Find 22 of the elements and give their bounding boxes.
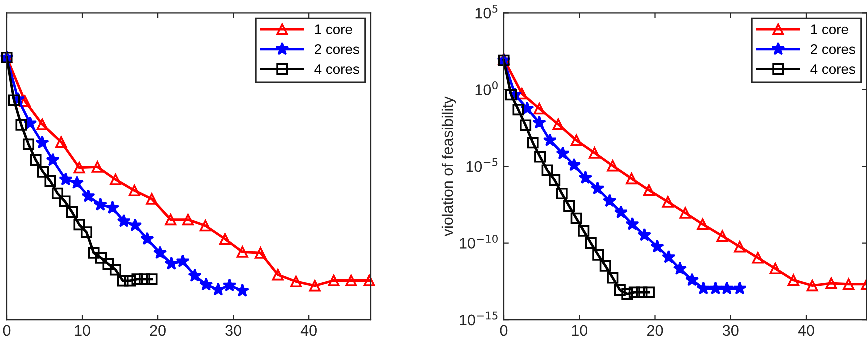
x-tick-label: 10 xyxy=(572,325,588,336)
x-tick-label: 0 xyxy=(3,325,11,336)
x-tick-label: 40 xyxy=(300,325,317,336)
y-tick-label: 10$^{5}$ xyxy=(476,4,498,19)
legend-label: 1 core xyxy=(811,24,848,34)
x-tick-label: 20 xyxy=(150,325,166,336)
y-axis-title: violation of feasibility xyxy=(442,96,456,237)
x-tick-label: 0 xyxy=(500,325,508,336)
x-tick-label: 30 xyxy=(226,325,242,336)
legend-label: 2 cores xyxy=(811,44,856,54)
legend-label: 4 cores xyxy=(314,64,360,74)
y-tick-label: 10$^{−5}$ xyxy=(466,158,498,172)
legend-label: 1 core xyxy=(315,24,352,34)
x-tick-label: 40 xyxy=(798,325,814,336)
x-tick-label: 10 xyxy=(75,325,90,336)
y-tick-label: 10$^{−15}$ xyxy=(460,312,498,326)
x-tick-label: 20 xyxy=(648,325,664,336)
x-tick-label: 30 xyxy=(722,325,739,336)
y-tick-label: 10$^{0}$ xyxy=(476,82,498,96)
legend-label: 2 cores xyxy=(315,44,360,54)
y-tick-label: 10$^{−10}$ xyxy=(460,234,498,249)
legend-label: 4 cores xyxy=(810,64,856,74)
